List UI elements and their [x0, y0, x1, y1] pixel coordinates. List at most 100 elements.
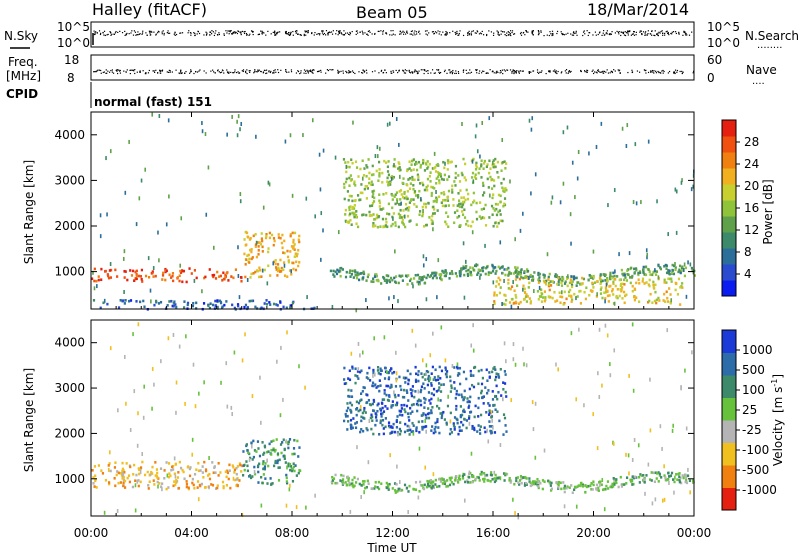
nsky-point	[468, 30, 470, 32]
data-cell	[492, 165, 495, 169]
data-cell	[245, 243, 248, 247]
freq-point	[645, 69, 647, 71]
data-cell	[370, 204, 374, 207]
data-cell	[514, 300, 517, 304]
nsky-point	[187, 32, 189, 34]
noise-cell	[356, 445, 358, 450]
nsky-point	[279, 31, 281, 33]
data-cell	[182, 470, 185, 474]
data-cell	[621, 483, 624, 487]
data-cell	[483, 191, 486, 194]
nsky-point	[415, 31, 418, 33]
data-cell	[419, 399, 422, 403]
freq-point	[592, 72, 595, 75]
noise-cell	[193, 278, 196, 283]
noise-cell	[475, 123, 478, 128]
data-cell	[431, 222, 434, 225]
data-cell	[360, 428, 363, 431]
data-cell	[156, 476, 159, 480]
data-cell	[612, 476, 615, 480]
freq-point	[309, 70, 311, 73]
freq-point	[497, 71, 499, 74]
data-cell	[502, 302, 505, 306]
data-cell	[122, 476, 125, 479]
data-cell	[592, 480, 595, 484]
data-cell	[395, 420, 398, 424]
freq-point	[476, 72, 478, 74]
noise-cell	[433, 151, 436, 156]
data-cell	[235, 472, 238, 476]
data-cell	[422, 412, 425, 415]
freq-point	[242, 69, 245, 71]
data-cell	[279, 443, 283, 446]
data-cell	[479, 425, 482, 428]
data-cell	[363, 406, 366, 410]
data-cell	[285, 476, 288, 480]
freq-point	[300, 72, 302, 74]
data-cell	[393, 276, 396, 280]
data-cell	[393, 482, 397, 485]
nsky-point	[647, 33, 649, 35]
data-cell	[313, 306, 316, 310]
nsky-point	[589, 32, 591, 34]
noise-cell	[522, 287, 524, 292]
freq-point	[668, 70, 671, 73]
data-cell	[581, 485, 585, 488]
data-cell	[599, 273, 602, 276]
data-cell	[248, 257, 251, 261]
data-cell	[389, 276, 393, 280]
data-cell	[283, 447, 286, 451]
data-cell	[505, 430, 508, 433]
data-cell	[458, 180, 462, 183]
data-cell	[264, 477, 267, 480]
data-cell	[171, 274, 174, 278]
nsky-point	[213, 34, 216, 37]
data-cell	[411, 410, 414, 414]
freq-point	[248, 70, 250, 72]
data-cell	[375, 279, 378, 282]
nsky-point	[288, 34, 290, 36]
data-cell	[565, 486, 568, 490]
data-cell	[433, 186, 436, 190]
noise-cell	[531, 400, 534, 405]
data-cell	[265, 232, 268, 236]
nsky-point	[582, 31, 585, 33]
data-cell	[371, 402, 374, 406]
data-cell	[248, 248, 252, 252]
data-cell	[385, 486, 388, 490]
nsky-point	[549, 31, 551, 33]
data-cell	[635, 268, 638, 272]
data-cell	[195, 301, 198, 305]
data-cell	[432, 200, 435, 203]
data-cell	[655, 301, 658, 305]
data-cell	[419, 166, 422, 169]
data-cell	[620, 485, 624, 488]
data-cell	[453, 416, 457, 419]
nsky-point	[106, 34, 108, 36]
noise-cell	[640, 200, 642, 205]
data-cell	[415, 427, 418, 431]
data-cell	[333, 275, 336, 278]
data-cell	[412, 187, 415, 191]
data-cell	[459, 189, 462, 192]
data-cell	[497, 210, 500, 214]
data-cell	[225, 271, 228, 275]
data-cell	[554, 274, 557, 278]
data-cell	[414, 480, 418, 484]
data-cell	[601, 279, 604, 283]
data-cell	[368, 204, 372, 208]
data-cell	[673, 480, 676, 484]
nsky-point	[406, 30, 408, 32]
data-cell	[406, 197, 409, 201]
noise-cell	[422, 209, 424, 214]
data-cell	[245, 231, 249, 235]
data-cell	[334, 473, 337, 477]
data-cell	[273, 449, 276, 453]
freq-point	[512, 69, 514, 71]
data-cell	[609, 284, 612, 288]
data-cell	[578, 290, 581, 293]
data-cell	[293, 452, 296, 456]
data-cell	[349, 409, 353, 413]
freq-point	[444, 69, 446, 71]
data-cell	[133, 279, 136, 283]
